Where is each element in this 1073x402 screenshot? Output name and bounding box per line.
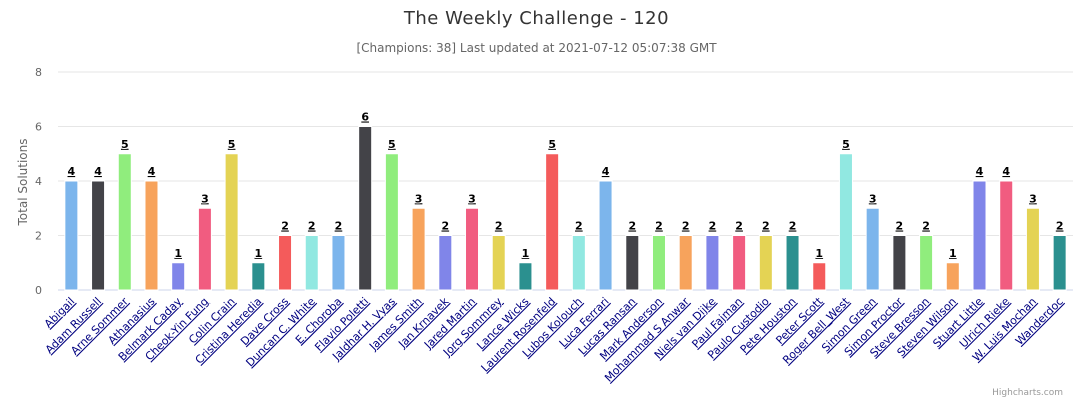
bar[interactable]	[1025, 207, 1040, 291]
bar[interactable]	[304, 235, 319, 291]
bar[interactable]	[705, 235, 720, 291]
data-label: 2	[628, 220, 636, 233]
bar[interactable]	[651, 235, 666, 291]
data-label: 2	[789, 220, 797, 233]
bar[interactable]	[919, 235, 934, 291]
data-label: 4	[148, 165, 156, 178]
data-label: 1	[815, 247, 823, 260]
bar[interactable]	[197, 207, 212, 291]
chart-subtitle: [Champions: 38] Last updated at 2021-07-…	[356, 41, 717, 55]
data-label: 5	[388, 138, 396, 151]
data-label: 4	[94, 165, 102, 178]
bar[interactable]	[117, 153, 132, 291]
data-label: 2	[922, 220, 930, 233]
data-label: 2	[495, 220, 503, 233]
data-label: 1	[255, 247, 263, 260]
bar[interactable]	[171, 262, 186, 291]
bar[interactable]	[625, 235, 640, 291]
data-label: 6	[361, 111, 369, 124]
data-label: 2	[441, 220, 449, 233]
bar[interactable]	[732, 235, 747, 291]
data-label: 2	[762, 220, 770, 233]
bar[interactable]	[331, 235, 346, 291]
bar[interactable]	[678, 235, 693, 291]
bar[interactable]	[144, 180, 159, 291]
data-label: 3	[869, 192, 877, 205]
data-label: 4	[602, 165, 610, 178]
data-label: 4	[68, 165, 76, 178]
data-label: 2	[575, 220, 583, 233]
bar[interactable]	[785, 235, 800, 291]
data-label: 2	[281, 220, 289, 233]
bar[interactable]	[892, 235, 907, 291]
data-label: 3	[415, 192, 423, 205]
bar[interactable]	[91, 180, 106, 291]
data-label: 3	[1029, 192, 1037, 205]
data-label: 1	[522, 247, 530, 260]
bar[interactable]	[278, 235, 293, 291]
data-label: 5	[228, 138, 236, 151]
data-label: 2	[308, 220, 316, 233]
bar[interactable]	[758, 235, 773, 291]
bar[interactable]	[518, 262, 533, 291]
bar[interactable]	[358, 126, 373, 291]
bar[interactable]	[945, 262, 960, 291]
bar[interactable]	[972, 180, 987, 291]
bar[interactable]	[64, 180, 79, 291]
y-axis-label: Total Solutions	[16, 139, 30, 227]
data-label: 2	[1056, 220, 1064, 233]
bar[interactable]	[251, 262, 266, 291]
bar[interactable]	[812, 262, 827, 291]
bar[interactable]	[838, 153, 853, 291]
chart-title: The Weekly Challenge - 120	[403, 8, 670, 29]
bar[interactable]	[224, 153, 239, 291]
bar[interactable]	[438, 235, 453, 291]
data-label: 4	[976, 165, 984, 178]
y-tick-label: 8	[35, 66, 42, 79]
data-label: 3	[201, 192, 209, 205]
data-label: 5	[121, 138, 129, 151]
data-label: 3	[468, 192, 476, 205]
data-label: 2	[335, 220, 343, 233]
bar[interactable]	[571, 235, 586, 291]
data-label: 2	[896, 220, 904, 233]
bar[interactable]	[491, 235, 506, 291]
data-label: 1	[949, 247, 957, 260]
bar[interactable]	[465, 207, 480, 291]
data-label: 5	[842, 138, 850, 151]
bar[interactable]	[865, 207, 880, 291]
y-tick-label: 0	[35, 284, 42, 297]
data-label: 2	[682, 220, 690, 233]
bar[interactable]	[999, 180, 1014, 291]
credits[interactable]: Highcharts.com	[992, 388, 1063, 398]
y-tick-label: 4	[35, 175, 42, 188]
data-label: 2	[709, 220, 717, 233]
data-label: 2	[655, 220, 663, 233]
data-label: 2	[735, 220, 743, 233]
bar[interactable]	[545, 153, 560, 291]
data-label: 1	[174, 247, 182, 260]
bar[interactable]	[411, 207, 426, 291]
data-label: 5	[548, 138, 556, 151]
data-label: 4	[1002, 165, 1010, 178]
bar[interactable]	[384, 153, 399, 291]
y-tick-label: 6	[35, 121, 42, 134]
bar[interactable]	[1052, 235, 1067, 291]
bar[interactable]	[598, 180, 613, 291]
y-tick-label: 2	[35, 230, 42, 243]
